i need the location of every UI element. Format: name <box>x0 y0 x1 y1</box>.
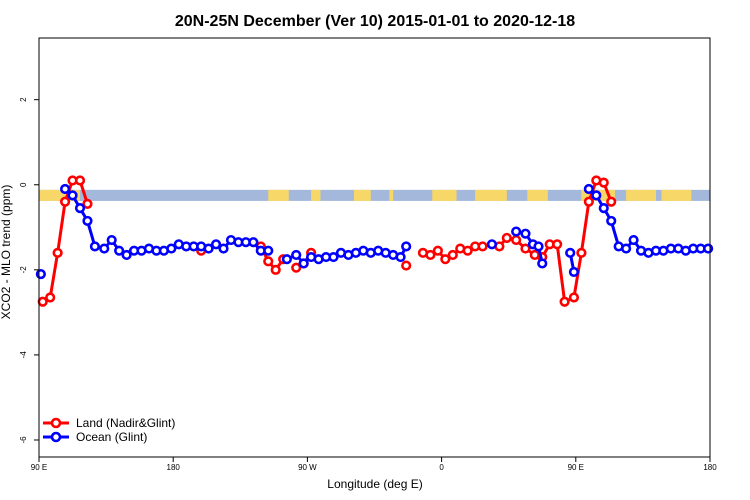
data-point <box>440 254 451 265</box>
legend-label-ocean: Ocean (Glint) <box>76 430 147 444</box>
data-point <box>520 228 531 239</box>
series-ocean <box>35 183 714 280</box>
data-point <box>99 243 110 254</box>
data-point <box>628 234 639 246</box>
data-point <box>263 256 274 267</box>
data-point <box>114 245 125 256</box>
data-point <box>82 215 93 227</box>
data-point <box>520 243 531 254</box>
land-segment <box>527 189 548 201</box>
data-point <box>598 203 609 214</box>
data-point <box>591 190 602 201</box>
data-point <box>606 215 617 227</box>
data-point <box>166 243 177 254</box>
land-segment <box>389 189 394 201</box>
x-tick-label: 0 <box>439 463 444 472</box>
land-segment <box>353 189 371 201</box>
x-tick-label: 180 <box>703 463 717 472</box>
data-point <box>35 268 46 280</box>
land-segment <box>39 189 81 201</box>
legend-land-marker <box>50 417 62 429</box>
land-segment <box>268 189 289 201</box>
data-point <box>263 245 274 256</box>
data-point <box>447 249 458 261</box>
data-point <box>621 243 632 254</box>
data-point <box>568 292 580 303</box>
ocean-band <box>39 189 710 201</box>
x-tick-label: 90 W <box>298 463 317 472</box>
legend-label-land: Land (Nadir&Glint) <box>76 416 175 430</box>
data-point <box>477 241 488 252</box>
data-point <box>59 183 71 195</box>
data-point <box>703 243 714 254</box>
x-axis-label: Longitude (deg E) <box>327 477 422 491</box>
data-point <box>291 249 302 261</box>
x-tick-label: 90 E <box>568 463 584 472</box>
data-point <box>52 247 63 258</box>
data-point <box>501 232 512 244</box>
x-tick-label: 180 <box>167 463 181 472</box>
y-tick-label: -4 <box>19 351 28 359</box>
data-point <box>462 245 473 256</box>
data-point <box>511 234 522 246</box>
data-point <box>401 260 412 271</box>
y-tick-label: 2 <box>19 97 28 102</box>
y-axis-label: XCO2 - MLO trend (ppm) <box>0 185 13 320</box>
data-point <box>568 266 580 278</box>
y-tick-label: -6 <box>19 436 28 444</box>
data-point <box>210 239 222 250</box>
y-axis-ticks: 2 0 -2 -4 -6 <box>19 97 39 444</box>
data-point <box>583 183 594 195</box>
series-layer <box>35 175 714 307</box>
data-point <box>583 196 594 207</box>
land-segment <box>661 189 692 201</box>
data-point <box>291 262 302 273</box>
data-point <box>425 249 436 261</box>
plot-frame <box>38 37 711 458</box>
land-segment <box>432 189 457 201</box>
data-point <box>270 264 281 275</box>
data-point <box>106 234 117 246</box>
data-point <box>395 251 406 263</box>
data-point <box>486 239 498 250</box>
data-point <box>203 243 214 254</box>
data-point <box>576 247 587 258</box>
data-point <box>537 258 548 269</box>
data-point <box>45 292 56 303</box>
data-point <box>281 254 292 265</box>
legend: Land (Nadir&Glint) Ocean (Glint) <box>43 416 175 444</box>
data-point <box>82 198 93 209</box>
data-point <box>606 196 617 207</box>
data-point <box>248 237 259 248</box>
data-point <box>401 241 412 252</box>
land-segment <box>626 189 656 201</box>
data-point <box>565 247 576 258</box>
data-point <box>533 241 544 252</box>
data-point <box>432 245 443 256</box>
x-axis-ticks: 90 E 180 90 W 0 90 E 180 <box>31 457 717 472</box>
chart-title: 20N-25N December (Ver 10) 2015-01-01 to … <box>175 13 575 30</box>
data-point <box>559 296 570 307</box>
data-point <box>298 258 309 269</box>
data-point <box>328 251 339 263</box>
data-point <box>511 226 522 237</box>
data-point <box>74 175 86 186</box>
y-tick-label: 0 <box>19 182 28 187</box>
data-point <box>121 249 132 261</box>
data-point <box>218 243 229 254</box>
legend-ocean-marker <box>50 431 62 443</box>
land-segment <box>475 189 507 201</box>
land-segment <box>311 189 321 201</box>
data-point <box>67 190 78 201</box>
data-point <box>59 196 71 207</box>
y-tick-label: -2 <box>19 266 28 274</box>
data-point <box>598 177 609 188</box>
x-tick-label: 90 E <box>31 463 47 472</box>
data-point <box>89 241 101 252</box>
data-point <box>74 203 86 214</box>
data-point <box>552 239 563 250</box>
